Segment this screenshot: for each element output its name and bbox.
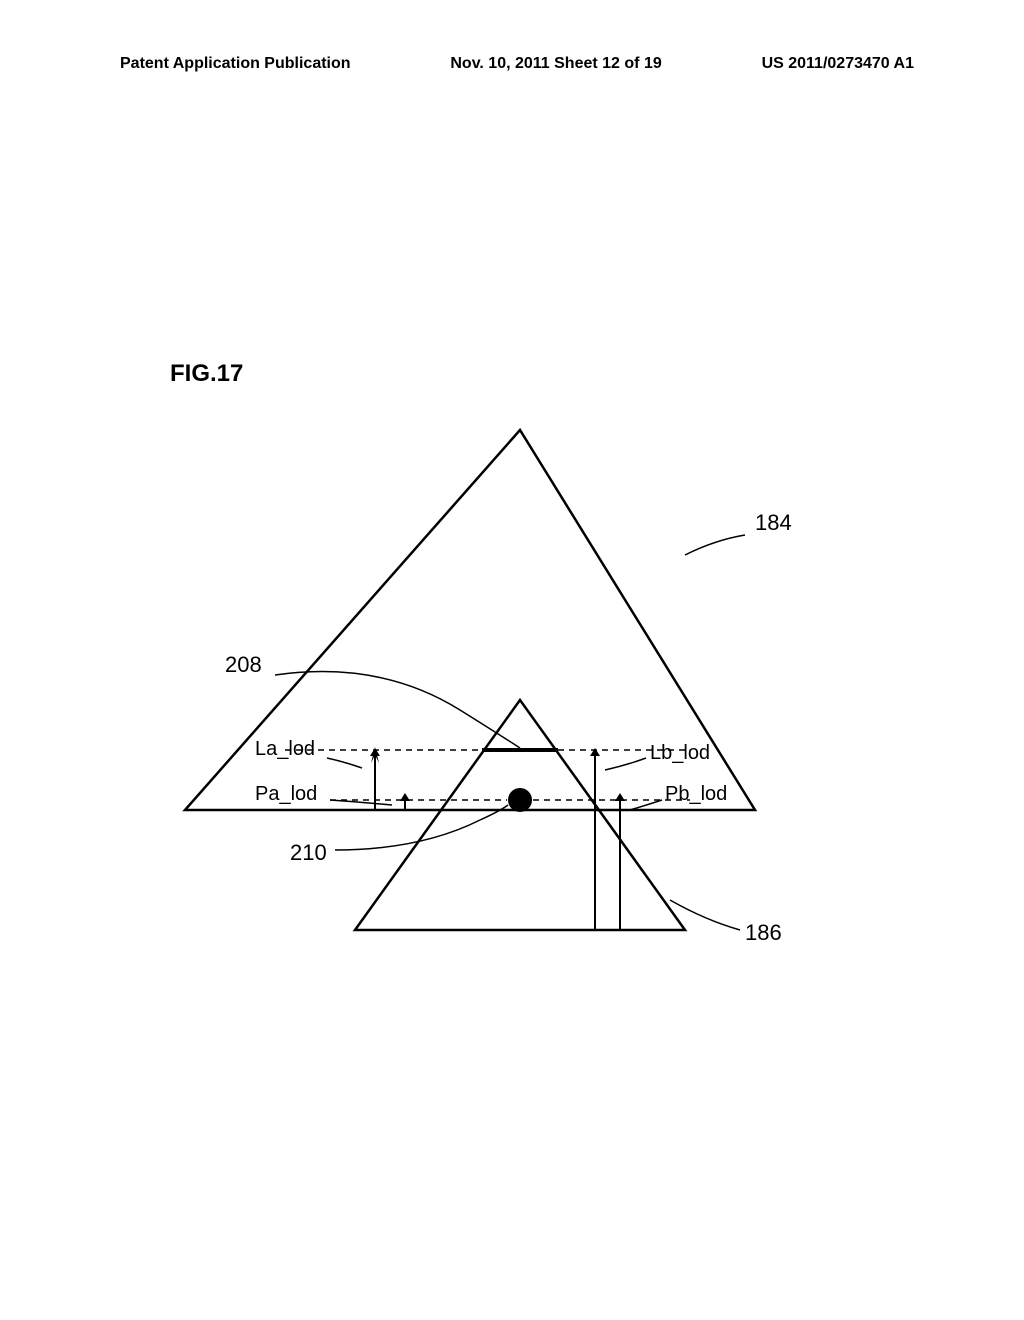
inner-triangle — [355, 700, 685, 930]
figure-label: FIG.17 — [170, 360, 243, 388]
point-circle — [508, 788, 532, 812]
leader-184 — [685, 535, 745, 555]
diagram-svg — [130, 400, 890, 980]
label-186: 186 — [745, 920, 782, 946]
leader-210 — [335, 805, 508, 850]
leader-208 — [275, 672, 520, 748]
leader-pa-lod — [330, 800, 392, 805]
label-la-lod: La_lod — [255, 738, 315, 761]
leader-lb-lod — [605, 758, 646, 770]
page-header: Patent Application Publication Nov. 10, … — [0, 55, 1024, 73]
label-pb-lod: Pb_lod — [665, 783, 727, 806]
header-publication: Patent Application Publication — [120, 55, 351, 73]
label-210: 210 — [290, 840, 327, 866]
figure-diagram: 184 186 208 210 La_lod Lb_lod Pa_lod Pb_… — [130, 400, 890, 980]
leader-pb-lod — [630, 800, 662, 810]
leader-la-lod — [327, 758, 362, 768]
header-patent-number: US 2011/0273470 A1 — [762, 55, 914, 73]
label-184: 184 — [755, 510, 792, 536]
label-lb-lod: Lb_lod — [650, 742, 710, 765]
label-208: 208 — [225, 652, 262, 678]
header-sheet-info: Nov. 10, 2011 Sheet 12 of 19 — [450, 55, 661, 73]
label-pa-lod: Pa_lod — [255, 783, 317, 806]
